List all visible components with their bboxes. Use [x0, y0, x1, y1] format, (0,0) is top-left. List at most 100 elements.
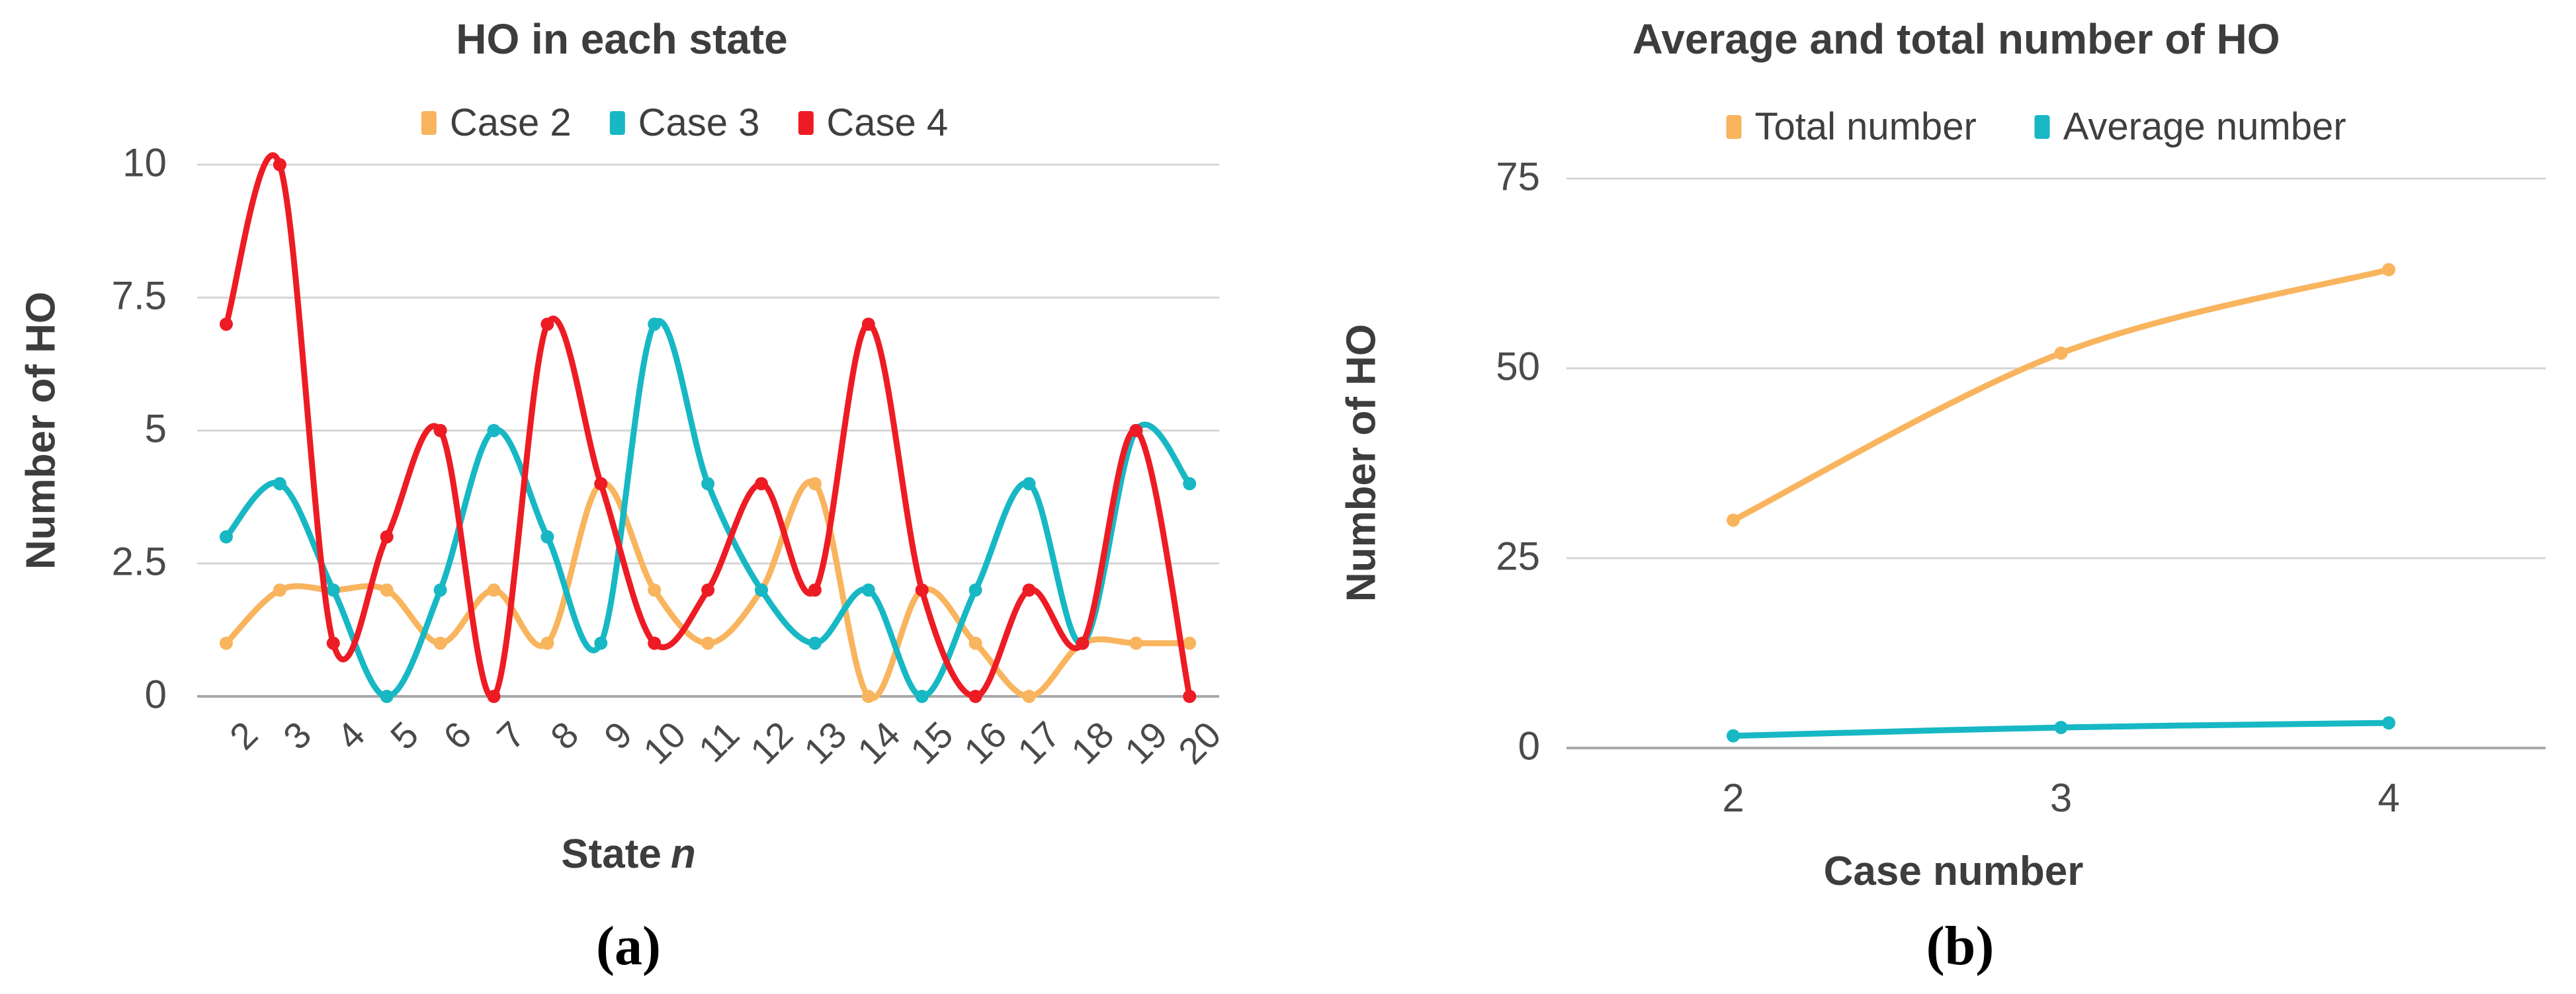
chart-a-data-point-case-4 [487, 690, 501, 703]
chart-a-data-point-case-4 [433, 424, 447, 437]
chart-a-series-line-case-4 [223, 152, 1193, 700]
chart-a-data-point-case-2 [1022, 690, 1036, 703]
chart-b-caption: (b) [1926, 915, 1995, 977]
legend-item-total-number: Total number [1726, 104, 1977, 149]
chart-a-data-point-case-3 [487, 424, 501, 437]
chart-a-caption: (a) [596, 915, 661, 977]
chart-a-data-point-case-3 [433, 583, 447, 597]
chart-b-title: Average and total number of HO [1632, 15, 2280, 63]
chart-b-data-point-average-number [1727, 729, 1740, 743]
chart-b-y-tick-label: 75 [1496, 154, 1540, 199]
chart-b-x-tick-label: 2 [1722, 776, 1744, 820]
chart-a-data-point-case-4 [273, 158, 286, 171]
chart-a-data-point-case-3 [380, 690, 394, 703]
chart-a-data-point-case-3 [326, 583, 340, 597]
chart-a-title: HO in each state [456, 15, 788, 63]
chart-a-data-point-case-3 [701, 477, 715, 491]
chart-a-y-tick-label: 0 [144, 672, 167, 717]
chart-a-data-point-case-4 [1183, 690, 1197, 703]
legend-label: Total number [1754, 105, 1977, 148]
chart-a-data-point-case-3 [755, 583, 768, 597]
chart-b-y-tick-label: 0 [1518, 724, 1540, 768]
chart-b-y-tick-label: 50 [1496, 344, 1540, 389]
chart-b-data-point-average-number [2382, 716, 2395, 730]
chart-a-data-point-case-4 [540, 317, 554, 331]
legend-swatch-icon [609, 110, 625, 135]
legend-swatch-icon [798, 110, 814, 135]
legend-swatch-icon [1726, 114, 1742, 139]
chart-a-data-point-case-3 [808, 636, 822, 650]
chart-a-data-point-case-2 [1129, 636, 1143, 650]
legend-label: Average number [2063, 105, 2346, 148]
chart-a-data-point-case-3 [540, 530, 554, 544]
chart-a-y-tick-label: 7.5 [111, 273, 167, 318]
chart-a-data-point-case-2 [273, 583, 286, 597]
chart-b-legend: Total number Average number [1726, 104, 2346, 149]
chart-b-series-line-total-number [1730, 267, 2392, 524]
chart-a-data-point-case-2 [540, 636, 554, 650]
legend-item-case-4: Case 4 [798, 101, 948, 145]
chart-a-data-point-case-2 [648, 583, 662, 597]
chart-a-y-tick-label: 2.5 [111, 539, 167, 584]
chart-a-series-line-case-3 [223, 317, 1193, 700]
legend-item-average-number: Average number [2034, 104, 2346, 149]
chart-a-data-point-case-4 [1022, 583, 1036, 597]
chart-a-series-line-case-2 [223, 478, 1193, 702]
chart-b-data-point-total-number [1727, 513, 1740, 527]
chart-a-data-point-case-2 [433, 636, 447, 650]
chart-a-data-point-case-2 [968, 636, 982, 650]
legend-label: Case 4 [826, 101, 949, 144]
chart-a-data-point-case-4 [968, 690, 982, 703]
chart-a-data-point-case-3 [1022, 477, 1036, 491]
chart-a-data-point-case-2 [1183, 636, 1197, 650]
chart-a-y-tick-label: 10 [122, 140, 167, 185]
chart-a-data-point-case-4 [701, 583, 715, 597]
chart-a-data-point-case-3 [1183, 477, 1197, 491]
chart-a-data-point-case-2 [220, 636, 233, 650]
chart-a-data-point-case-4 [594, 477, 608, 491]
chart-a-y-tick-label: 5 [144, 406, 167, 451]
chart-a-data-point-case-4 [648, 636, 662, 650]
chart-a-data-point-case-2 [701, 636, 715, 650]
chart-a-y-axis-title: Number of HO [18, 291, 64, 570]
chart-a-data-point-case-2 [861, 690, 875, 703]
chart-a-x-axis-title-variable: n [670, 831, 696, 877]
chart-b-x-axis-title-text: Case number [1823, 849, 2084, 894]
chart-b-data-point-total-number [2054, 347, 2068, 360]
chart-a-data-point-case-4 [1129, 424, 1143, 437]
legend-label: Case 3 [638, 101, 760, 144]
legend-swatch-icon [421, 110, 437, 135]
legend-item-case-2: Case 2 [421, 101, 572, 145]
chart-b-data-point-average-number [2054, 721, 2068, 735]
chart-a-data-point-case-4 [1076, 636, 1090, 650]
chart-a-x-axis-title-text: State [561, 831, 662, 877]
chart-a-data-point-case-4 [861, 317, 875, 331]
chart-a-data-point-case-3 [648, 317, 662, 331]
chart-a-data-point-case-3 [594, 636, 608, 650]
legend-item-case-3: Case 3 [609, 101, 760, 145]
chart-a-data-point-case-4 [915, 583, 929, 597]
chart-b-x-tick-label: 3 [2049, 776, 2073, 820]
chart-a-data-point-case-2 [808, 477, 822, 491]
chart-a-data-point-case-3 [915, 690, 929, 703]
chart-b-y-axis-title: Number of HO [1338, 323, 1385, 602]
chart-a-data-point-case-3 [968, 583, 982, 597]
chart-b-x-tick-label: 4 [2378, 776, 2400, 820]
chart-a-data-point-case-4 [755, 477, 768, 491]
legend-label: Case 2 [449, 101, 572, 144]
chart-a-data-point-case-2 [380, 583, 394, 597]
chart-b-x-axis-title: Case number [1824, 848, 2093, 895]
chart-b-data-point-total-number [2382, 263, 2395, 276]
legend-swatch-icon [2034, 114, 2050, 139]
chart-a-data-point-case-3 [220, 530, 233, 544]
chart-a-x-axis-title: State n [561, 831, 695, 878]
chart-a-data-point-case-3 [861, 583, 875, 597]
chart-a-data-point-case-4 [808, 583, 822, 597]
chart-a-data-point-case-4 [220, 317, 233, 331]
chart-b-y-tick-label: 25 [1496, 534, 1540, 579]
chart-a-legend: Case 2 Case 3 Case 4 [421, 101, 948, 145]
chart-a-data-point-case-2 [487, 583, 501, 597]
chart-a-data-point-case-4 [380, 530, 394, 544]
